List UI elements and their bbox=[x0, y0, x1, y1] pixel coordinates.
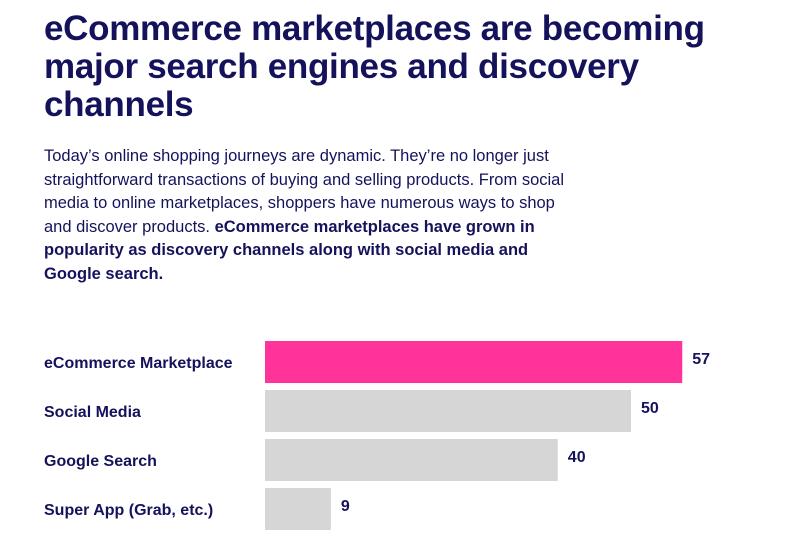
category-label: Social Media bbox=[44, 404, 141, 421]
bar-2 bbox=[265, 439, 558, 481]
bar-chart: eCommerce Marketplace 57 Social Media 50 Goo… bbox=[44, 341, 710, 530]
bar-1 bbox=[265, 390, 631, 432]
page-title: eCommerce marketplaces are becoming majo… bbox=[44, 9, 705, 124]
bar-3 bbox=[265, 488, 331, 530]
value-label: 57 bbox=[692, 351, 710, 368]
intro-text: Today’s online shopping journeys are dyn… bbox=[44, 147, 564, 236]
category-label: eCommerce Marketplace bbox=[44, 355, 233, 372]
value-label: 9 bbox=[341, 498, 350, 515]
intro-bold-text: eCommerce marketplaces have grown in pop… bbox=[44, 217, 535, 283]
category-label: Google Search bbox=[44, 453, 157, 470]
value-label: 50 bbox=[641, 400, 659, 417]
bar-0 bbox=[265, 341, 683, 383]
intro-paragraph: Today’s online shopping journeys are dyn… bbox=[44, 145, 584, 286]
value-label: 40 bbox=[568, 449, 586, 466]
category-label: Super App (Grab, etc.) bbox=[44, 502, 213, 519]
